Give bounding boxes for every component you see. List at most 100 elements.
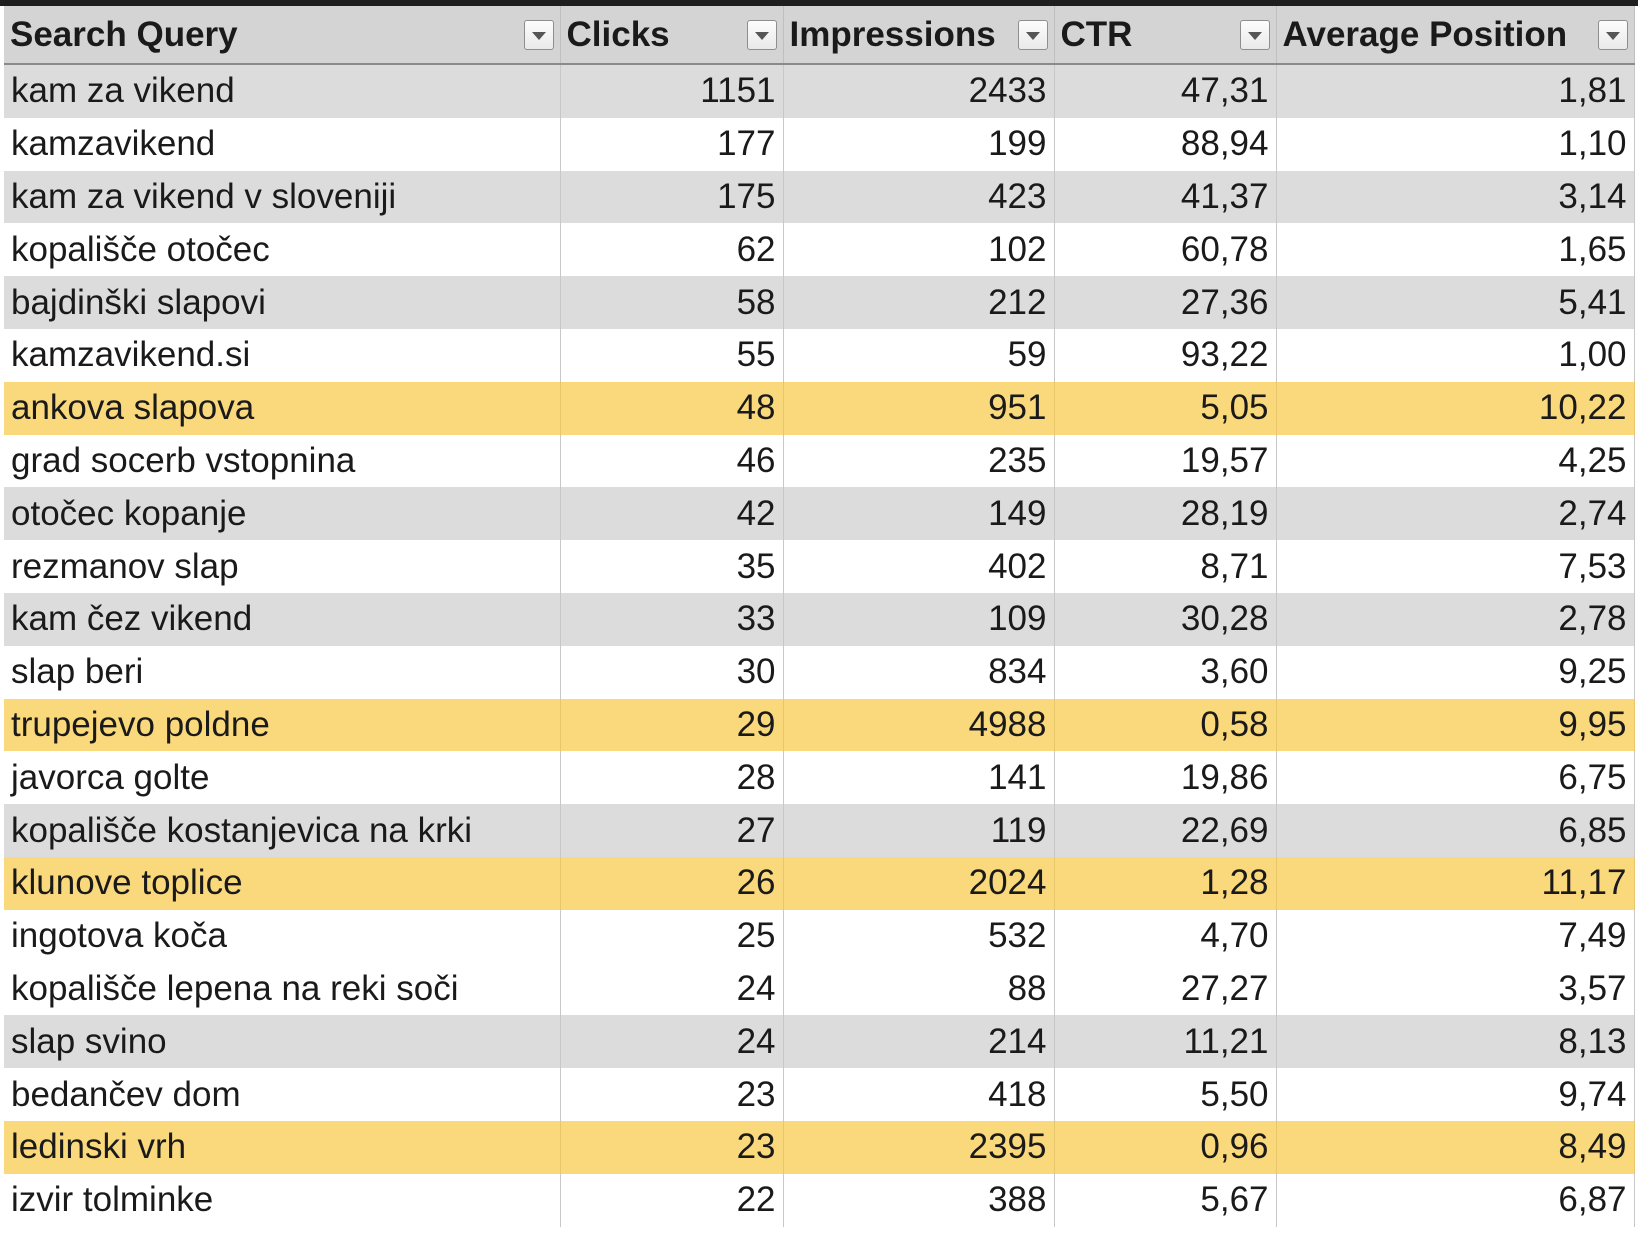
cell-clicks[interactable]: 30 (560, 645, 784, 699)
cell-clicks[interactable]: 42 (560, 487, 784, 541)
cell-ctr[interactable]: 4,70 (1054, 909, 1277, 963)
cell-ctr[interactable]: 30,28 (1054, 592, 1277, 646)
cell-search-query[interactable]: bajdinški slapovi (4, 276, 561, 329)
cell-ctr[interactable]: 27,27 (1054, 962, 1277, 1016)
cell-average-position[interactable]: 9,74 (1276, 1068, 1635, 1121)
cell-search-query[interactable]: ledinski vrh (4, 1120, 561, 1174)
column-header-ctr[interactable]: CTR (1054, 6, 1277, 65)
cell-impressions[interactable]: 214 (783, 1015, 1055, 1069)
cell-ctr[interactable]: 47,31 (1054, 64, 1277, 118)
column-header-impressions[interactable]: Impressions (783, 6, 1055, 65)
filter-dropdown-button[interactable] (1597, 20, 1628, 50)
cell-average-position[interactable]: 1,10 (1276, 117, 1635, 171)
cell-average-position[interactable]: 1,00 (1276, 328, 1635, 382)
cell-impressions[interactable]: 141 (783, 751, 1055, 805)
filter-dropdown-button[interactable] (523, 20, 554, 50)
cell-search-query[interactable]: kopališče otočec (4, 223, 561, 277)
cell-impressions[interactable]: 418 (783, 1068, 1055, 1121)
cell-search-query[interactable]: kamzavikend (4, 117, 561, 171)
cell-impressions[interactable]: 4988 (783, 698, 1055, 752)
cell-average-position[interactable]: 6,85 (1276, 804, 1635, 857)
cell-search-query[interactable]: izvir tolminke (4, 1173, 561, 1227)
filter-dropdown-button[interactable] (1017, 20, 1048, 50)
cell-clicks[interactable]: 48 (560, 381, 784, 435)
cell-average-position[interactable]: 7,53 (1276, 540, 1635, 593)
cell-ctr[interactable]: 19,86 (1054, 751, 1277, 805)
cell-average-position[interactable]: 3,57 (1276, 962, 1635, 1016)
cell-clicks[interactable]: 177 (560, 117, 784, 171)
cell-impressions[interactable]: 199 (783, 117, 1055, 171)
cell-average-position[interactable]: 4,25 (1276, 434, 1635, 488)
cell-ctr[interactable]: 41,37 (1054, 170, 1277, 224)
cell-clicks[interactable]: 33 (560, 592, 784, 646)
cell-average-position[interactable]: 11,17 (1276, 856, 1635, 910)
cell-ctr[interactable]: 5,67 (1054, 1173, 1277, 1227)
cell-average-position[interactable]: 2,78 (1276, 592, 1635, 646)
cell-ctr[interactable]: 8,71 (1054, 540, 1277, 593)
cell-impressions[interactable]: 951 (783, 381, 1055, 435)
cell-impressions[interactable]: 388 (783, 1173, 1055, 1227)
cell-ctr[interactable]: 11,21 (1054, 1015, 1277, 1069)
cell-average-position[interactable]: 9,25 (1276, 645, 1635, 699)
cell-average-position[interactable]: 1,81 (1276, 64, 1635, 118)
cell-impressions[interactable]: 2395 (783, 1120, 1055, 1174)
cell-ctr[interactable]: 88,94 (1054, 117, 1277, 171)
cell-average-position[interactable]: 2,74 (1276, 487, 1635, 541)
cell-ctr[interactable]: 0,96 (1054, 1120, 1277, 1174)
cell-impressions[interactable]: 235 (783, 434, 1055, 488)
cell-average-position[interactable]: 8,49 (1276, 1120, 1635, 1174)
cell-search-query[interactable]: kopališče lepena na reki soči (4, 962, 561, 1016)
cell-clicks[interactable]: 27 (560, 804, 784, 857)
cell-clicks[interactable]: 175 (560, 170, 784, 224)
cell-clicks[interactable]: 46 (560, 434, 784, 488)
cell-ctr[interactable]: 0,58 (1054, 698, 1277, 752)
cell-impressions[interactable]: 423 (783, 170, 1055, 224)
cell-impressions[interactable]: 59 (783, 328, 1055, 382)
cell-impressions[interactable]: 2024 (783, 856, 1055, 910)
cell-clicks[interactable]: 23 (560, 1120, 784, 1174)
cell-ctr[interactable]: 5,05 (1054, 381, 1277, 435)
cell-average-position[interactable]: 9,95 (1276, 698, 1635, 752)
cell-average-position[interactable]: 6,87 (1276, 1173, 1635, 1227)
cell-impressions[interactable]: 109 (783, 592, 1055, 646)
cell-impressions[interactable]: 88 (783, 962, 1055, 1016)
cell-ctr[interactable]: 27,36 (1054, 276, 1277, 329)
cell-impressions[interactable]: 834 (783, 645, 1055, 699)
cell-search-query[interactable]: ankova slapova (4, 381, 561, 435)
cell-search-query[interactable]: bedančev dom (4, 1068, 561, 1121)
cell-search-query[interactable]: kamzavikend.si (4, 328, 561, 382)
column-header-average-position[interactable]: Average Position (1276, 6, 1635, 65)
cell-clicks[interactable]: 26 (560, 856, 784, 910)
cell-clicks[interactable]: 22 (560, 1173, 784, 1227)
cell-ctr[interactable]: 28,19 (1054, 487, 1277, 541)
cell-impressions[interactable]: 119 (783, 804, 1055, 857)
cell-average-position[interactable]: 3,14 (1276, 170, 1635, 224)
cell-clicks[interactable]: 58 (560, 276, 784, 329)
cell-search-query[interactable]: kopališče kostanjevica na krki (4, 804, 561, 857)
cell-ctr[interactable]: 5,50 (1054, 1068, 1277, 1121)
cell-average-position[interactable]: 6,75 (1276, 751, 1635, 805)
cell-clicks[interactable]: 62 (560, 223, 784, 277)
cell-search-query[interactable]: javorca golte (4, 751, 561, 805)
cell-search-query[interactable]: kam za vikend (4, 64, 561, 118)
cell-clicks[interactable]: 23 (560, 1068, 784, 1121)
cell-search-query[interactable]: ingotova koča (4, 909, 561, 963)
cell-ctr[interactable]: 19,57 (1054, 434, 1277, 488)
cell-average-position[interactable]: 10,22 (1276, 381, 1635, 435)
cell-clicks[interactable]: 55 (560, 328, 784, 382)
cell-average-position[interactable]: 5,41 (1276, 276, 1635, 329)
cell-average-position[interactable]: 8,13 (1276, 1015, 1635, 1069)
cell-search-query[interactable]: slap svino (4, 1015, 561, 1069)
cell-search-query[interactable]: klunove toplice (4, 856, 561, 910)
cell-search-query[interactable]: grad socerb vstopnina (4, 434, 561, 488)
cell-ctr[interactable]: 3,60 (1054, 645, 1277, 699)
cell-impressions[interactable]: 532 (783, 909, 1055, 963)
column-header-clicks[interactable]: Clicks (560, 6, 784, 65)
cell-clicks[interactable]: 25 (560, 909, 784, 963)
cell-clicks[interactable]: 29 (560, 698, 784, 752)
filter-dropdown-button[interactable] (746, 20, 777, 50)
cell-clicks[interactable]: 24 (560, 1015, 784, 1069)
cell-average-position[interactable]: 7,49 (1276, 909, 1635, 963)
cell-impressions[interactable]: 212 (783, 276, 1055, 329)
column-header-search-query[interactable]: Search Query (4, 6, 561, 65)
